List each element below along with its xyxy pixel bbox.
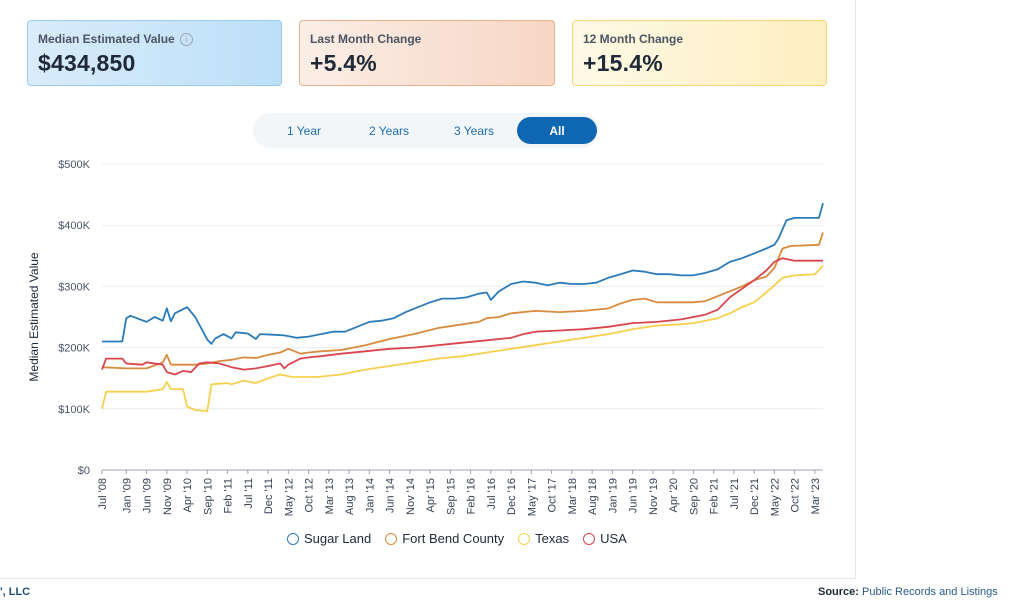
last-month-change-card: Last Month Change +5.4% — [299, 20, 555, 86]
legend-marker-usa — [583, 532, 596, 545]
time-range-selector: 1 Year 2 Years 3 Years All — [253, 113, 599, 148]
x-tick-label: Jul '21 — [729, 478, 741, 509]
x-tick-label: Oct '12 — [304, 478, 316, 513]
legend-item-texas[interactable]: Texas — [518, 531, 569, 546]
twelve-month-change-card: 12 Month Change +15.4% — [572, 20, 827, 86]
series-line-usa — [101, 257, 823, 376]
last-month-change-value: +5.4% — [310, 50, 377, 76]
legend-marker-fort-bend-county — [385, 532, 398, 545]
x-tick-label: Sep '10 — [202, 478, 214, 515]
y-tick-label: $400K — [58, 220, 90, 232]
x-tick-label: Apr '10 — [182, 478, 194, 513]
x-tick-label: Jun '09 — [142, 478, 154, 513]
x-tick-label: Nov '14 — [405, 478, 417, 515]
footer-source-label: Source: — [818, 586, 859, 598]
median-value: $434,850 — [38, 50, 136, 76]
x-tick-label: Mar '13 — [324, 478, 336, 514]
legend-item-fort-bend-county[interactable]: Fort Bend County — [385, 531, 504, 546]
series-line-sugar-land — [102, 202, 824, 345]
twelve-month-change-label: 12 Month Change — [583, 32, 684, 46]
median-value-card: Median Estimated Value i $434,850 — [27, 20, 282, 86]
x-tick-label: Jan '19 — [607, 478, 619, 513]
series-line-texas — [101, 264, 824, 413]
legend-item-sugar-land[interactable]: Sugar Land — [287, 531, 371, 546]
footer-source-value: Public Records and Listings — [862, 586, 998, 598]
median-value-label: Median Estimated Value — [38, 32, 175, 46]
range-all-button[interactable]: All — [517, 117, 597, 144]
legend-marker-texas — [518, 532, 531, 545]
x-tick-label: Jun '14 — [385, 478, 397, 513]
x-tick-label: Oct '17 — [547, 478, 559, 513]
line-chart: $0 $100K $200K $300K $400K $500K Median Estima… — [27, 159, 824, 516]
x-tick-label: Dec '16 — [506, 478, 518, 515]
y-tick-label: $100K — [58, 404, 90, 416]
twelve-month-change-value: +15.4% — [583, 50, 663, 76]
x-tick-label: Feb '11 — [223, 478, 235, 514]
x-tick-label: Oct '22 — [790, 478, 802, 513]
x-tick-label: Dec '11 — [263, 478, 275, 514]
y-tick-label: $300K — [58, 281, 90, 293]
x-tick-label: Apr '15 — [425, 478, 437, 513]
chart-panel: Median Estimated Value i $434,850 Last M… — [0, 0, 856, 579]
x-tick-label: Sep '20 — [688, 478, 700, 515]
range-3-years-button[interactable]: 3 Years — [453, 123, 495, 138]
chart-legend: Sugar Land Fort Bend County Texas USA — [287, 531, 627, 546]
x-tick-label: Sep '15 — [445, 478, 457, 515]
legend-label-fort-bend-county: Fort Bend County — [402, 531, 505, 546]
x-tick-label: Jan '09 — [121, 478, 133, 513]
x-tick-label: Jan '14 — [364, 478, 376, 513]
legend-marker-sugar-land — [287, 532, 299, 545]
range-2-years-button[interactable]: 2 Years — [368, 123, 410, 138]
y-axis-title: Median Estimated Value — [27, 252, 41, 382]
x-tick-label: Mar '23 — [810, 478, 822, 514]
x-tick-label: Aug '18 — [587, 478, 599, 515]
x-tick-label: Nov '09 — [162, 478, 174, 515]
legend-item-usa[interactable]: USA — [583, 531, 627, 546]
x-tick-label: May '17 — [526, 478, 538, 516]
x-tick-label: Apr '20 — [668, 478, 680, 513]
x-tick-label: Jul '11 — [243, 478, 255, 509]
x-tick-label: Dec '21 — [749, 478, 761, 515]
x-tick-label: Feb '16 — [466, 478, 478, 514]
legend-label-texas: Texas — [535, 531, 570, 546]
info-icon[interactable]: i — [179, 32, 193, 46]
x-tick-label: Jun '19 — [628, 478, 640, 513]
y-tick-label: $0 — [78, 465, 90, 477]
footer-source: Source: Public Records and Listings — [818, 586, 998, 598]
last-month-change-label: Last Month Change — [310, 32, 422, 46]
x-tick-label: May '12 — [283, 478, 295, 516]
range-1-year-button[interactable]: 1 Year — [286, 123, 322, 138]
x-tick-label: Mar '18 — [567, 478, 579, 514]
x-tick-label: Aug '13 — [344, 478, 356, 515]
x-tick-label: May '22 — [769, 478, 781, 516]
footer-copyright: ', LLC — [0, 586, 31, 598]
legend-label-usa: USA — [600, 531, 627, 546]
x-tick-label: Jul '08 — [97, 478, 109, 509]
median-value-label-row: Median Estimated Value i — [38, 32, 271, 46]
legend-label-sugar-land: Sugar Land — [304, 531, 372, 546]
x-tick-label: Feb '21 — [709, 478, 721, 514]
x-tick-label: Nov '19 — [648, 478, 660, 515]
y-tick-label: $500K — [58, 159, 90, 171]
y-tick-label: $200K — [58, 343, 90, 355]
x-tick-label: Jul '16 — [486, 478, 498, 509]
